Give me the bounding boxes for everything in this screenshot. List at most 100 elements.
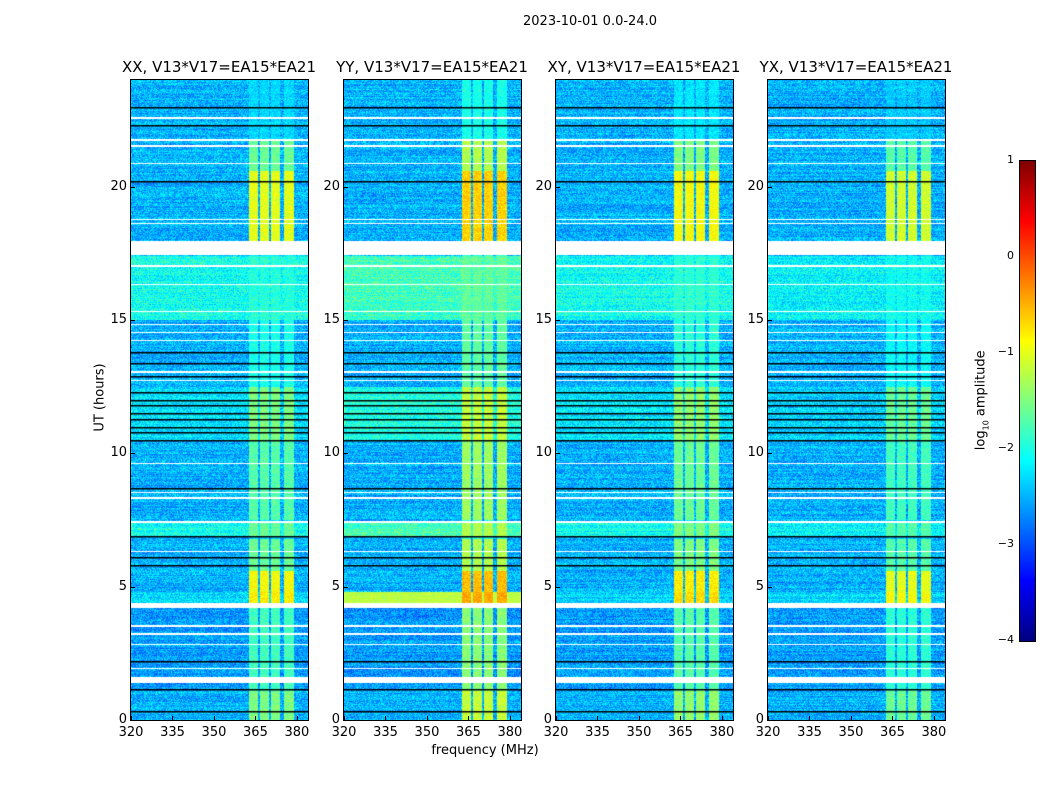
x-tick-label: 335 xyxy=(585,725,610,740)
x-tick-label: 365 xyxy=(880,725,905,740)
y-tick-mark xyxy=(344,186,348,188)
x-tick-label: 335 xyxy=(160,725,185,740)
y-tick-label: 10 xyxy=(747,445,764,461)
x-tick-mark xyxy=(385,716,387,720)
x-tick-mark xyxy=(638,716,640,720)
y-tick-label: 0 xyxy=(755,712,764,727)
colorbar-tick-label: −2 xyxy=(997,441,1014,454)
spectrogram-heatmap xyxy=(131,80,308,720)
y-tick-mark xyxy=(131,720,135,721)
x-tick-mark xyxy=(509,716,511,720)
y-tick-label: 20 xyxy=(110,178,127,194)
x-tick-label: 320 xyxy=(543,725,569,740)
y-tick-label: 15 xyxy=(110,312,127,327)
y-tick-mark xyxy=(344,453,348,455)
x-tick-label: 365 xyxy=(668,725,693,740)
panel-title: XX, V13*V17=EA15*EA21 xyxy=(121,58,316,76)
x-tick-label: 350 xyxy=(414,725,440,740)
x-axis-label: frequency (MHz) xyxy=(431,743,539,758)
x-tick-label: 350 xyxy=(201,725,227,740)
y-tick-mark xyxy=(556,586,560,588)
x-tick-label: 350 xyxy=(626,725,652,740)
x-tick-mark xyxy=(768,716,769,720)
colorbar-label-rest: amplitude xyxy=(973,350,989,421)
colorbar-gradient xyxy=(1020,161,1035,641)
colorbar xyxy=(1019,160,1036,642)
y-tick-mark xyxy=(768,453,772,455)
x-tick-mark xyxy=(131,716,132,720)
y-tick-mark xyxy=(768,320,772,321)
y-tick-mark xyxy=(768,186,772,188)
figure-title: 2023-10-01 0.0-24.0 xyxy=(523,14,657,29)
y-tick-mark xyxy=(556,720,560,721)
x-tick-label: 350 xyxy=(838,725,864,740)
panel-title: YX, V13*V17=EA15*EA21 xyxy=(759,58,953,76)
x-tick-label: 380 xyxy=(709,725,735,740)
x-tick-label: 335 xyxy=(373,725,398,740)
y-tick-mark xyxy=(556,320,560,321)
x-tick-mark xyxy=(172,716,174,720)
y-tick-label: 10 xyxy=(110,445,127,461)
y-tick-label: 20 xyxy=(323,178,340,194)
y-tick-mark xyxy=(344,586,348,588)
y-tick-label: 20 xyxy=(535,178,552,194)
x-tick-label: 320 xyxy=(331,725,357,740)
y-tick-mark xyxy=(344,720,348,721)
y-tick-label: 20 xyxy=(747,178,764,194)
y-tick-label: 0 xyxy=(543,712,552,727)
spectrogram-heatmap xyxy=(768,80,945,720)
x-tick-mark xyxy=(721,716,723,720)
spectrogram-panel xyxy=(130,79,309,721)
x-tick-mark xyxy=(468,716,470,720)
y-tick-label: 10 xyxy=(323,445,340,461)
x-tick-mark xyxy=(213,716,215,720)
x-tick-mark xyxy=(892,716,894,720)
spectrogram-panel xyxy=(343,79,522,721)
panel-title: XY, V13*V17=EA15*EA21 xyxy=(547,58,741,76)
y-tick-label: 5 xyxy=(543,578,552,594)
x-tick-label: 380 xyxy=(921,725,947,740)
panel-title: YY, V13*V17=EA15*EA21 xyxy=(336,58,528,76)
x-tick-mark xyxy=(809,716,811,720)
x-tick-mark xyxy=(850,716,852,720)
y-tick-label: 15 xyxy=(747,312,764,327)
y-tick-mark xyxy=(344,320,348,321)
y-axis-label: UT (hours) xyxy=(92,363,108,432)
y-tick-mark xyxy=(556,453,560,455)
x-tick-mark xyxy=(296,716,298,720)
y-tick-label: 0 xyxy=(331,712,340,727)
colorbar-tick-label: −3 xyxy=(997,537,1014,550)
y-tick-mark xyxy=(131,320,135,321)
y-tick-label: 5 xyxy=(331,578,340,594)
y-tick-label: 10 xyxy=(535,445,552,461)
y-tick-mark xyxy=(131,453,135,455)
x-tick-label: 380 xyxy=(497,725,523,740)
colorbar-label: log10 amplitude xyxy=(974,330,991,470)
spectrogram-panel xyxy=(767,79,946,721)
y-tick-label: 15 xyxy=(535,312,552,327)
y-tick-label: 5 xyxy=(118,578,127,594)
x-tick-mark xyxy=(680,716,682,720)
x-tick-mark xyxy=(426,716,428,720)
colorbar-tick-label: −1 xyxy=(997,345,1014,358)
colorbar-tick-label: 0 xyxy=(1007,249,1014,262)
y-tick-label: 0 xyxy=(118,712,127,727)
x-tick-label: 320 xyxy=(755,725,781,740)
x-tick-mark xyxy=(255,716,257,720)
y-tick-label: 5 xyxy=(755,578,764,594)
y-tick-mark xyxy=(768,720,772,721)
colorbar-label-sub: 10 xyxy=(981,420,991,431)
x-tick-label: 380 xyxy=(284,725,310,740)
x-tick-label: 320 xyxy=(118,725,144,740)
x-tick-label: 365 xyxy=(243,725,268,740)
x-tick-mark xyxy=(344,716,345,720)
y-tick-mark xyxy=(131,586,135,588)
x-tick-label: 365 xyxy=(456,725,481,740)
x-tick-mark xyxy=(933,716,935,720)
y-tick-mark xyxy=(768,586,772,588)
y-tick-label: 15 xyxy=(323,312,340,327)
spectrogram-heatmap xyxy=(344,80,521,720)
x-tick-mark xyxy=(597,716,599,720)
colorbar-tick-label: −4 xyxy=(997,633,1014,646)
x-tick-label: 335 xyxy=(797,725,822,740)
